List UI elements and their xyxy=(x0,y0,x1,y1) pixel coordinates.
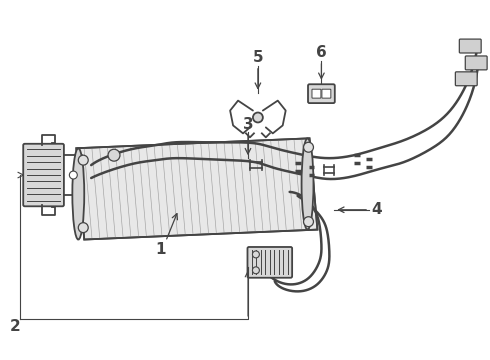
FancyBboxPatch shape xyxy=(308,84,335,103)
Text: 2: 2 xyxy=(9,319,20,334)
Circle shape xyxy=(78,223,88,233)
Ellipse shape xyxy=(301,138,314,230)
FancyBboxPatch shape xyxy=(247,247,292,278)
FancyBboxPatch shape xyxy=(466,56,487,70)
FancyBboxPatch shape xyxy=(23,144,64,206)
Text: 5: 5 xyxy=(252,50,263,66)
FancyBboxPatch shape xyxy=(312,89,321,98)
Circle shape xyxy=(303,142,314,152)
Circle shape xyxy=(303,217,314,227)
Circle shape xyxy=(70,171,77,179)
Circle shape xyxy=(252,267,259,274)
Ellipse shape xyxy=(73,148,84,239)
Circle shape xyxy=(252,251,259,258)
Polygon shape xyxy=(76,138,318,239)
FancyBboxPatch shape xyxy=(455,72,477,86)
Circle shape xyxy=(253,113,263,122)
Circle shape xyxy=(108,149,120,161)
Text: 4: 4 xyxy=(371,202,382,217)
Circle shape xyxy=(78,155,88,165)
Text: 3: 3 xyxy=(243,117,253,132)
FancyBboxPatch shape xyxy=(322,89,331,98)
Text: 1: 1 xyxy=(155,242,166,257)
Text: 6: 6 xyxy=(316,45,327,60)
FancyBboxPatch shape xyxy=(459,39,481,53)
